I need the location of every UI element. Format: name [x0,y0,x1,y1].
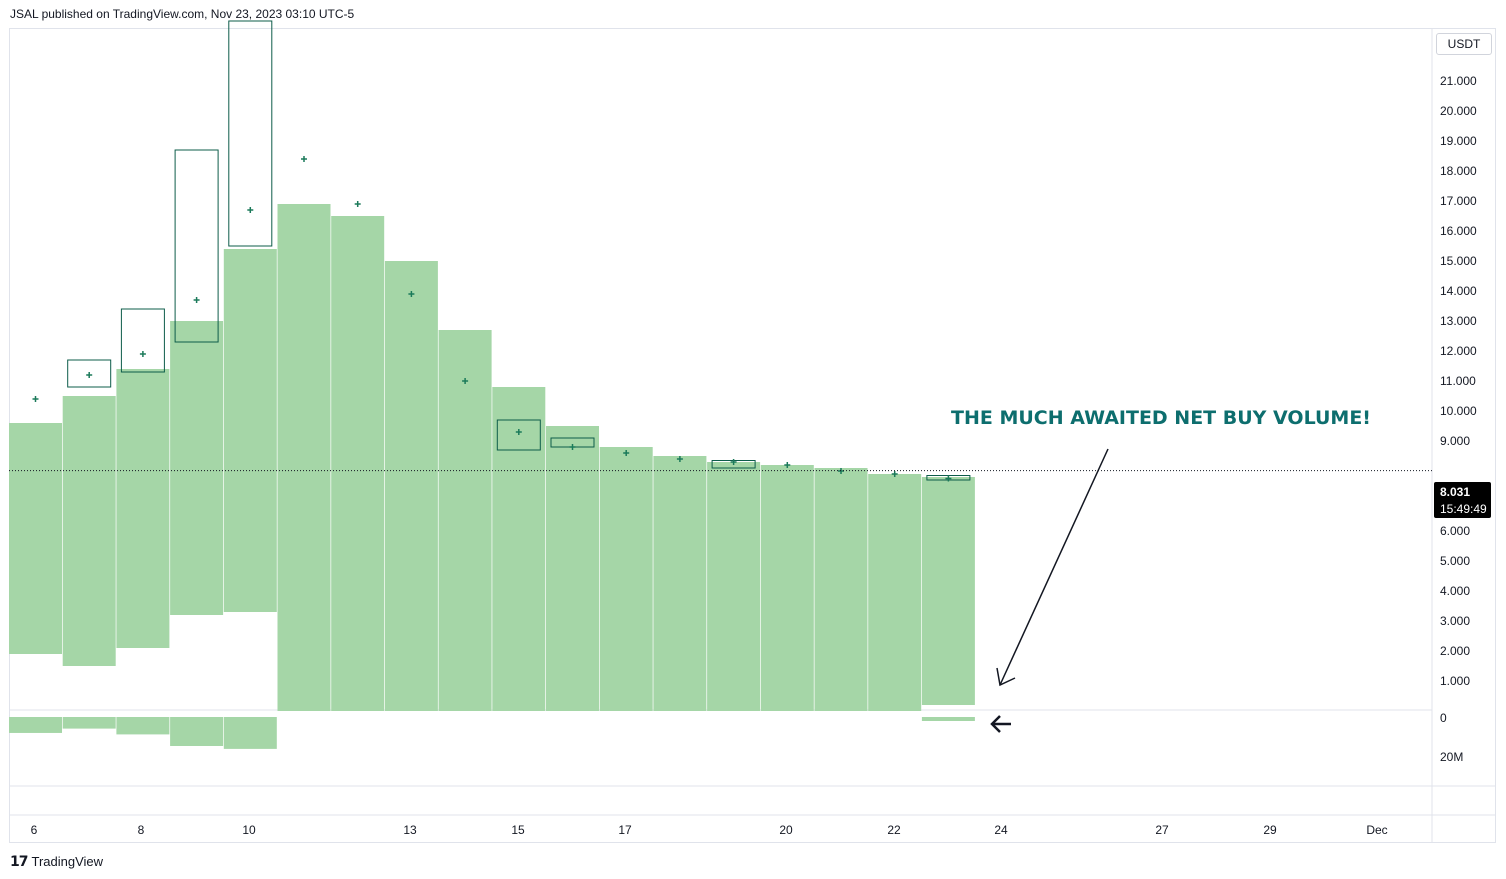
volume-bar-4 [170,717,224,746]
range-bar-16 [814,468,868,711]
cross-marker-17 [891,471,898,477]
cross-marker-6 [301,156,307,162]
range-bar-9 [438,330,492,711]
range-bar-3 [116,369,170,648]
volume-layer [9,717,975,749]
range-bar-12 [599,447,653,711]
countdown-label: 15:49:49 [1440,502,1487,516]
value-box-10 [496,419,541,451]
left-arrow-icon [990,715,1011,733]
bars-layer [9,204,975,711]
range-bar-15 [760,465,814,711]
volume-tick-zero: 0 [1440,711,1447,725]
range-bar-18 [921,477,975,705]
cross-marker-3 [139,351,146,357]
value-box-4 [174,149,219,343]
price-tick-21: 1.000 [1440,674,1470,688]
price-tick-10: 13.000 [1440,314,1477,328]
price-tick-9: 14.000 [1440,284,1477,298]
time-tick-12: Dec [1366,823,1387,837]
range-bar-8 [384,261,438,711]
price-tick-16: 6.000 [1440,524,1470,538]
time-tick-4: 13 [403,823,417,837]
range-bar-13 [653,456,707,711]
range-bar-17 [868,474,922,711]
cross-marker-5 [247,207,254,213]
time-axis-ticks: 6 8 10 13 15 17 20 22 24 27 29 Dec [31,823,1388,837]
price-tick-13: 10.000 [1440,404,1477,418]
volume-bar-2 [62,717,116,729]
price-tick-5: 18.000 [1440,164,1477,178]
price-tick-20: 2.000 [1440,644,1470,658]
volume-tick-20m: 20M [1440,750,1463,764]
time-tick-8: 22 [887,823,901,837]
range-bar-7 [331,216,385,711]
cross-marker-10 [515,429,522,435]
price-tick-2: 21.000 [1440,74,1477,88]
price-tick-3: 20.000 [1440,104,1477,118]
time-tick-3: 10 [242,823,256,837]
last-price-label: 8.031 [1440,485,1470,499]
value-box-3 [120,308,165,373]
value-box-2 [67,359,112,388]
price-tick-19: 3.000 [1440,614,1470,628]
volume-bar-3 [116,717,170,735]
range-bar-1 [9,423,62,654]
cross-marker-1 [32,396,39,402]
range-bar-11 [546,426,599,711]
price-tick-11: 12.000 [1440,344,1477,358]
price-tick-17: 5.000 [1440,554,1470,568]
annotation-text: THE MUCH AWAITED NET BUY VOLUME! [951,407,1371,429]
footer: 𝟭𝟳 TradingView [10,853,103,870]
range-bar-4 [170,321,224,615]
price-tick-7: 16.000 [1440,224,1477,238]
cross-marker-12 [623,450,630,456]
time-tick-7: 20 [779,823,793,837]
cross-marker-4 [193,297,200,303]
time-tick-6: 17 [618,823,632,837]
time-tick-9: 24 [994,823,1008,837]
cross-marker-14 [730,459,737,465]
cross-layer [32,156,952,482]
cross-marker-7 [354,201,361,207]
price-tick-6: 17.000 [1440,194,1477,208]
footer-brand: TradingView [31,854,104,869]
time-tick-11: 29 [1263,823,1277,837]
time-tick-5: 15 [511,823,525,837]
range-bar-14 [707,462,761,711]
cross-marker-8 [408,291,415,297]
time-tick-10: 27 [1155,823,1169,837]
time-tick-2: 8 [138,823,145,837]
cross-marker-15 [784,462,791,468]
price-tick-8: 15.000 [1440,254,1477,268]
annotation-arrow-line [999,448,1109,686]
range-bar-5 [223,249,277,612]
time-tick-1: 6 [31,823,38,837]
range-bar-10 [492,387,546,711]
volume-bar-18 [921,717,975,721]
last-price-badge [1434,482,1491,518]
currency-badge[interactable]: USDT [1436,33,1492,55]
range-bar-2 [62,396,116,666]
publisher-line: JSAL published on TradingView.com, Nov 2… [10,7,355,21]
range-bar-6 [277,204,331,711]
price-axis-ticks: 22.00021.00020.00019.00018.00017.00016.0… [1440,44,1477,688]
price-tick-18: 4.000 [1440,584,1470,598]
price-tick-4: 19.000 [1440,134,1477,148]
volume-bar-1 [9,717,62,733]
value-box-5 [228,20,273,247]
cross-marker-11 [569,444,576,450]
volume-bar-5 [223,717,277,749]
cross-marker-2 [86,372,93,378]
cross-marker-9 [462,378,469,384]
price-tick-12: 11.000 [1440,374,1476,388]
annotation-arrow-head-icon [996,667,1016,687]
cross-marker-13 [676,456,683,462]
cross-marker-18 [945,475,952,482]
price-tick-14: 9.000 [1440,434,1470,448]
tradingview-logo-icon: 𝟭𝟳 [10,853,29,869]
